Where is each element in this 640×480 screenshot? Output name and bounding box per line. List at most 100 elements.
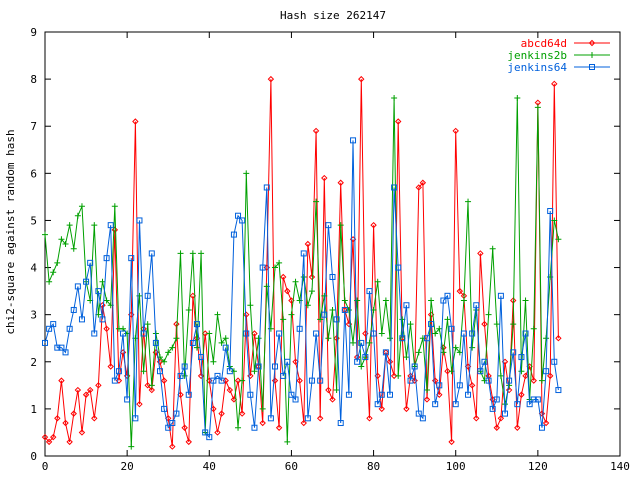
data-point [440,297,447,304]
legend-label: jenkins2b [507,49,567,62]
data-point [46,325,53,332]
data-point [206,434,213,441]
data-point [78,429,86,436]
data-point [271,377,279,384]
data-point [354,358,361,365]
data-point [456,287,464,295]
data-point [296,325,303,332]
legend-marker [589,64,595,70]
data-point [103,297,110,304]
data-point [214,372,221,379]
data-point [267,75,275,83]
data-point [469,344,476,351]
data-point [304,415,311,422]
data-point [370,330,377,337]
data-point [370,221,377,229]
data-point [74,386,82,394]
data-point [304,240,312,248]
data-point [456,382,463,389]
data-point [148,386,155,394]
data-point [202,429,209,436]
data-point [165,349,172,356]
legend-label: abcd64d [521,37,567,50]
y-axis-label: chi2-square against random hash [4,129,17,334]
data-point [382,297,389,304]
data-point [128,443,135,450]
y-tick-label: 6 [30,167,37,180]
data-point [62,419,69,427]
data-point [74,212,81,219]
series-line [44,140,559,439]
data-point [132,415,139,422]
data-point [206,330,213,337]
data-point [436,382,443,389]
data-point [41,433,49,441]
data-point [91,330,98,337]
data-point [350,339,357,346]
data-point [276,259,283,266]
data-point [534,104,541,111]
data-point [518,391,525,398]
data-point [325,335,332,342]
data-point [456,349,463,356]
data-point [387,335,393,342]
x-tick-label: 140 [610,460,630,473]
data-point [304,302,311,309]
data-point [292,278,299,285]
data-point [493,424,500,431]
data-point [407,377,414,384]
y-tick-label: 9 [30,26,37,39]
data-point [185,306,192,313]
data-point [136,292,143,299]
data-point [284,438,291,445]
data-point [58,344,65,351]
series-layer [41,75,562,450]
data-point [214,429,221,436]
data-point [551,217,558,224]
data-point [58,377,65,384]
data-point [522,330,529,337]
data-point [308,273,316,281]
data-point [148,250,155,257]
data-point [284,287,291,295]
data-point [329,306,336,313]
data-point [555,335,562,342]
data-point [538,377,545,384]
data-point [115,368,122,375]
data-point [378,330,385,337]
data-point [432,330,439,337]
data-point [452,401,459,408]
data-point [161,358,168,365]
data-point [99,278,106,285]
data-point [238,410,246,417]
data-point [185,438,192,446]
data-point [444,367,451,375]
data-point [95,382,102,389]
data-point [510,349,517,356]
data-point [259,419,266,427]
series-line [44,79,559,447]
data-point [288,311,295,318]
y-axis: 0 1 2 3 4 5 6 7 8 9 [30,26,620,463]
data-point [493,321,500,328]
data-point [460,297,467,304]
data-point [329,273,336,280]
data-point [288,391,295,398]
data-point [448,325,455,332]
data-point [169,420,176,427]
data-point [198,354,205,361]
data-point [103,325,110,333]
data-point [555,387,562,394]
data-point [189,250,196,257]
data-point [465,198,472,205]
chart-title: Hash size 262147 [280,9,386,22]
data-point [341,297,348,304]
data-point [292,396,299,403]
data-point [144,292,151,299]
data-point [120,330,127,337]
data-point [91,415,98,422]
x-tick-label: 40 [203,460,216,473]
data-point [407,321,414,328]
data-point [173,410,180,417]
